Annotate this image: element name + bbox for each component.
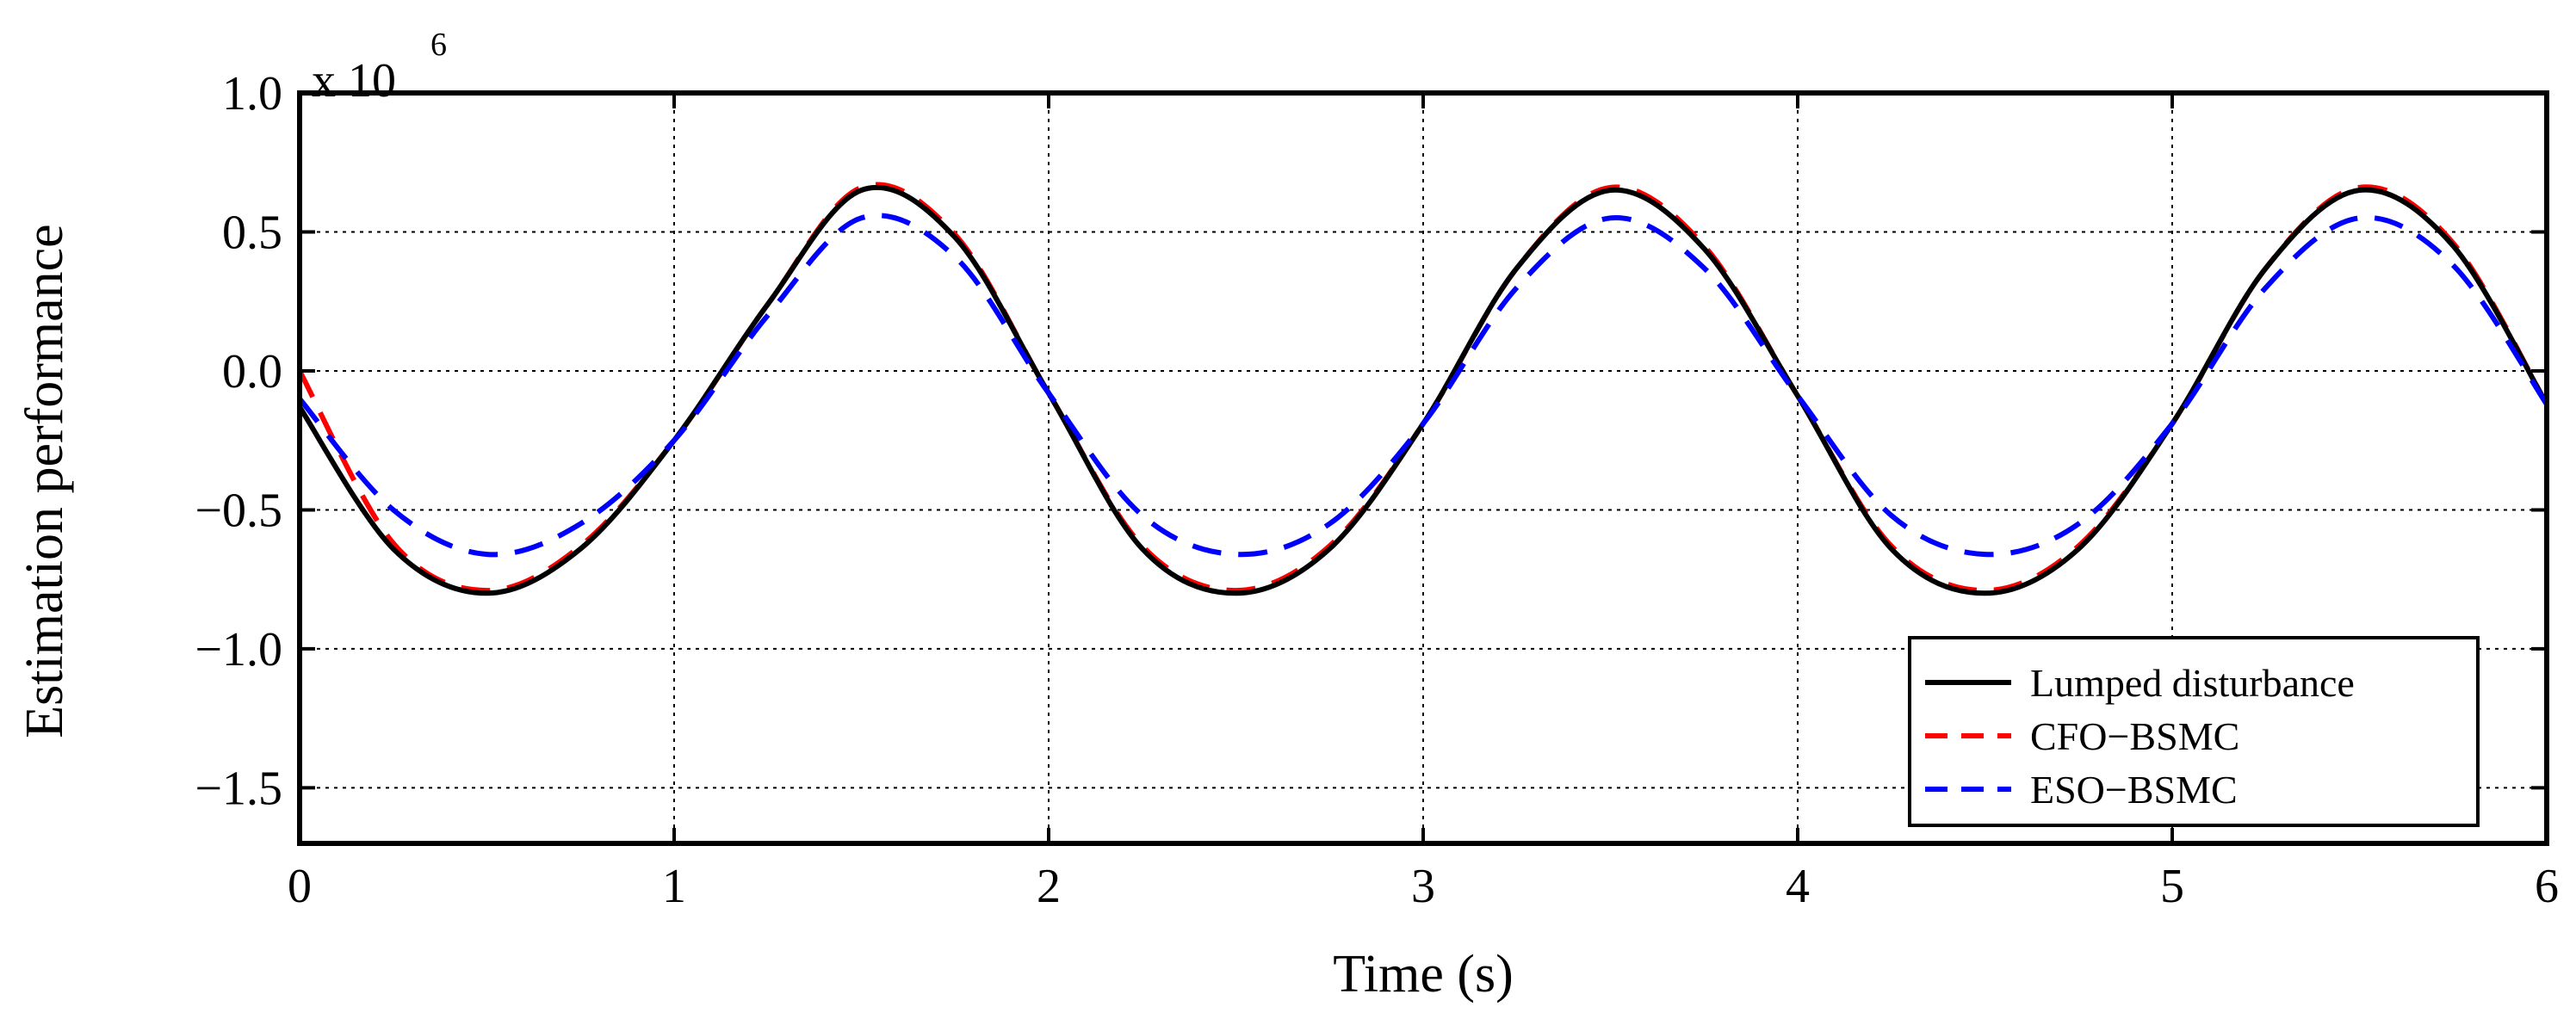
y-tick-label: −1.5	[195, 762, 282, 815]
x-tick-label: 5	[2160, 860, 2184, 913]
x-tick-label: 2	[1037, 860, 1061, 913]
multiplier-base: x 10	[312, 54, 396, 108]
x-axis-label: Time (s)	[1333, 945, 1514, 1003]
legend-label-eso-bsmc: ESO−BSMC	[2030, 768, 2238, 812]
x-axis-ticks: 0 1 2 3 4 5 6	[288, 93, 2559, 913]
series-lines	[297, 182, 2549, 596]
x-tick-label: 4	[1786, 860, 1810, 913]
y-tick-label: 1.0	[222, 67, 282, 120]
x-tick-label: 3	[1411, 860, 1435, 913]
y-tick-label: 0.0	[222, 345, 282, 398]
legend-label-lumped-disturbance: Lumped disturbance	[2030, 661, 2355, 705]
legend-label-cfo-bsmc: CFO−BSMC	[2030, 714, 2239, 758]
x-tick-label: 1	[662, 860, 686, 913]
x-tick-label: 6	[2535, 860, 2559, 913]
y-tick-label: −0.5	[195, 484, 282, 537]
y-axis-multiplier: x 10 6	[312, 27, 447, 108]
legend-box	[1908, 636, 2480, 827]
series-eso-bsmc	[297, 213, 2549, 558]
y-tick-label: −1.0	[195, 623, 282, 676]
y-tick-label: 0.5	[222, 206, 282, 259]
y-axis-label: Estimation performance	[15, 224, 74, 738]
y-axis-ticks: −1.5 −1.0 −0.5 0.0 0.5 1.0	[195, 67, 2547, 815]
legend: Lumped disturbance CFO−BSMC ESO−BSMC	[1908, 636, 2480, 827]
x-tick-label: 0	[288, 860, 312, 913]
multiplier-exponent: 6	[430, 27, 447, 63]
